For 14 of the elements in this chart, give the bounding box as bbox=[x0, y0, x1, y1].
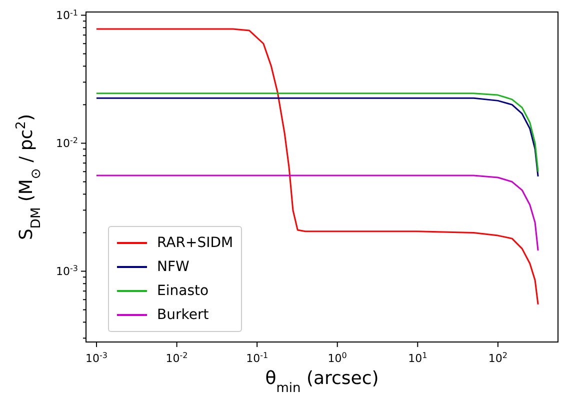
y-tick-label: 10$^{-3}$ bbox=[56, 264, 78, 278]
x-axis-title: θ$_{min}$ (arcsec) bbox=[265, 368, 379, 396]
x-tick-label: 10$^{-3}$ bbox=[86, 350, 108, 365]
x-tick-label: 10$^{2}$ bbox=[488, 350, 508, 365]
legend-label: Burkert bbox=[157, 306, 209, 325]
x-tick-label: 10$^{-1}$ bbox=[246, 350, 268, 365]
x-tick-label: 10$^{0}$ bbox=[328, 350, 347, 365]
x-tick-label: 10$^{-2}$ bbox=[166, 350, 188, 365]
y-tick-label: 10$^{-2}$ bbox=[56, 136, 78, 150]
legend-label: Einasto bbox=[157, 282, 209, 301]
legend-label: NFW bbox=[157, 258, 190, 277]
y-tick-label: 10$^{-1}$ bbox=[56, 8, 78, 22]
x-tick-label: 10$^{1}$ bbox=[408, 350, 428, 365]
legend-label: RAR+SIDM bbox=[157, 234, 234, 253]
